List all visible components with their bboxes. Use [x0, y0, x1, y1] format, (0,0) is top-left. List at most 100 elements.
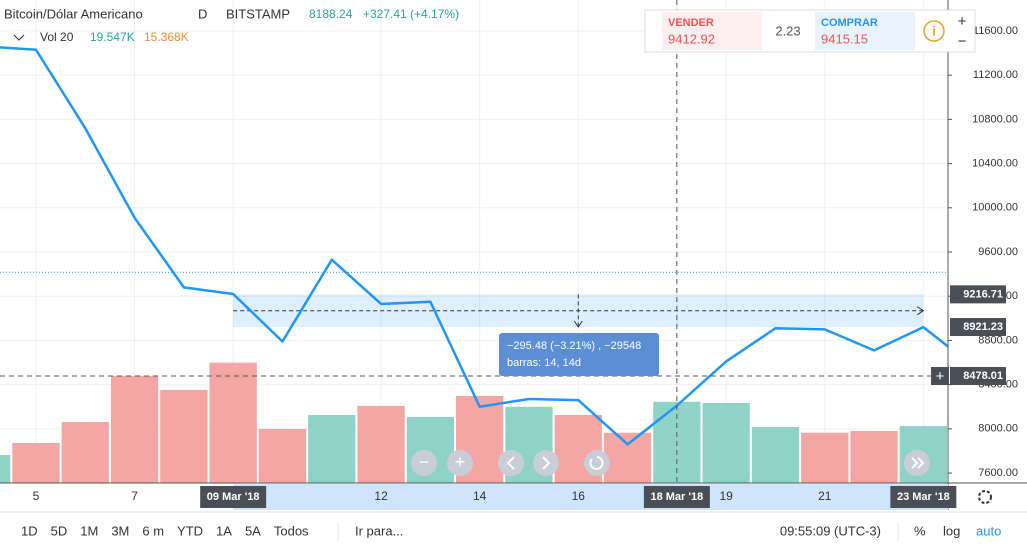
volume-bar: [308, 414, 356, 483]
volume-bar: [258, 428, 307, 483]
volume-bar: [801, 432, 849, 483]
range-button[interactable]: 1M: [80, 523, 98, 538]
price-tag-label: 8478.01: [963, 370, 1003, 382]
zoom-in-btn[interactable]: [447, 450, 473, 476]
x-tick-label: 21: [818, 489, 832, 503]
volume-bar: [0, 454, 11, 483]
buy-price: 9415.15: [821, 31, 868, 46]
range-button[interactable]: YTD: [177, 523, 203, 538]
y-tick-label: 8800.00: [978, 334, 1018, 346]
range-button[interactable]: 5D: [51, 523, 68, 538]
y-tick-label: 10000.00: [972, 202, 1018, 214]
range-button[interactable]: Todos: [274, 523, 309, 538]
x-tick-label: 7: [131, 489, 138, 503]
x-tick-highlight: [643, 486, 710, 508]
nav-buttons: − +: [411, 450, 930, 476]
x-tick-label: 09 Mar '18: [207, 491, 260, 503]
zoom-in[interactable]: +: [958, 13, 967, 30]
add-alert[interactable]: [931, 367, 949, 386]
spread: 2.23: [775, 23, 800, 38]
range-button[interactable]: 1D: [21, 523, 38, 538]
measure-tooltip: [499, 333, 659, 377]
x-tick-label: 5: [33, 489, 40, 503]
zoom-out-btn[interactable]: [411, 450, 437, 476]
price-tag-label: 9216.71: [963, 288, 1003, 300]
log-toggle[interactable]: log: [943, 523, 960, 538]
price-tag: [950, 367, 1006, 386]
volume-bar: [702, 402, 750, 483]
reset-btn[interactable]: [584, 450, 610, 476]
arrow-head: [917, 306, 925, 316]
scroll-left-btn[interactable]: [498, 450, 524, 476]
volume-bar: [160, 389, 208, 483]
sell-button[interactable]: [662, 12, 762, 50]
volume-value: 19.547K: [90, 30, 135, 44]
change: +327.41 (+4.17%): [363, 7, 459, 21]
x-tick-highlight: [890, 486, 957, 508]
y-tick-label: 10800.00: [972, 113, 1018, 125]
collapse-button[interactable]: [10, 31, 28, 45]
volume-ma: 15.368K: [144, 30, 189, 44]
buy-button[interactable]: [815, 12, 915, 50]
range-button[interactable]: 5A: [245, 523, 261, 538]
trade-panel: VENDER 9412.92 2.23 COMPRAR 9415.15 i + …: [644, 9, 976, 53]
range-button[interactable]: 6 m: [142, 523, 164, 538]
plus: +: [936, 368, 945, 385]
sell-price: 9412.92: [668, 31, 715, 46]
goto-button[interactable]: Ir para...: [355, 523, 403, 538]
x-tick-label: 16: [572, 489, 586, 503]
icon: −: [419, 452, 430, 472]
volume-bar: [12, 442, 60, 483]
price-line: [0, 46, 948, 446]
volume-label: Vol 20: [40, 30, 74, 44]
y-tick-label: 10400.00: [972, 157, 1018, 169]
x-tick-label: 18 Mar '18: [650, 491, 703, 503]
buy-label: COMPRAR: [821, 17, 878, 29]
range-button[interactable]: 3M: [111, 523, 129, 538]
icon: [506, 456, 515, 470]
zoom-out[interactable]: −: [958, 33, 967, 50]
x-tick-label: 23 Mar '18: [897, 491, 950, 503]
auto-toggle[interactable]: auto: [976, 523, 1001, 538]
volume-bar: [209, 362, 257, 483]
settings-gear[interactable]: [978, 490, 992, 504]
info-glyph: i: [932, 23, 936, 38]
y-tick-label: 11600.00: [973, 25, 1018, 37]
x-tick-label: 19: [719, 489, 733, 503]
icon: [589, 456, 604, 470]
measure-bars: barras: 14, 14d: [507, 357, 581, 369]
icon: +: [455, 452, 466, 472]
sell-label: VENDER: [668, 17, 714, 29]
chevron: [13, 34, 25, 41]
interval: D: [198, 6, 207, 21]
price-tag: [950, 318, 1006, 337]
price-tag-label: 8921.23: [963, 321, 1003, 333]
clock: 09:55:09 (UTC-3): [780, 523, 881, 538]
scroll-right-btn[interactable]: [533, 450, 559, 476]
arrow-head: [573, 320, 583, 328]
info-icon[interactable]: [923, 20, 945, 42]
volume-bar: [110, 375, 159, 483]
icon: [542, 456, 551, 470]
volume-bar: [751, 426, 800, 483]
x-tick-label: 14: [473, 489, 487, 503]
volume-bar: [850, 431, 898, 483]
y-tick-label: 11200.00: [973, 69, 1018, 81]
icon: [911, 457, 925, 469]
price: 8188.24: [309, 7, 353, 21]
exchange: BITSTAMP: [226, 6, 290, 21]
volume-bar: [61, 421, 109, 483]
percent-toggle[interactable]: %: [914, 523, 926, 538]
y-tick-label: 8000.00: [978, 423, 1018, 435]
volume-bar: [603, 432, 652, 483]
x-tick-highlight: [200, 486, 267, 508]
range-button[interactable]: 1A: [216, 523, 232, 538]
volume-bar: [357, 405, 405, 483]
y-tick-label: 9600.00: [978, 246, 1018, 258]
y-tick-label: 7600.00: [978, 467, 1018, 479]
settings: [978, 490, 992, 504]
symbol: Bitcoin/Dólar Americano: [4, 6, 143, 21]
measure-text: −295.48 (−3.21%) , −29548: [507, 340, 641, 352]
price-tag: [950, 285, 1006, 304]
